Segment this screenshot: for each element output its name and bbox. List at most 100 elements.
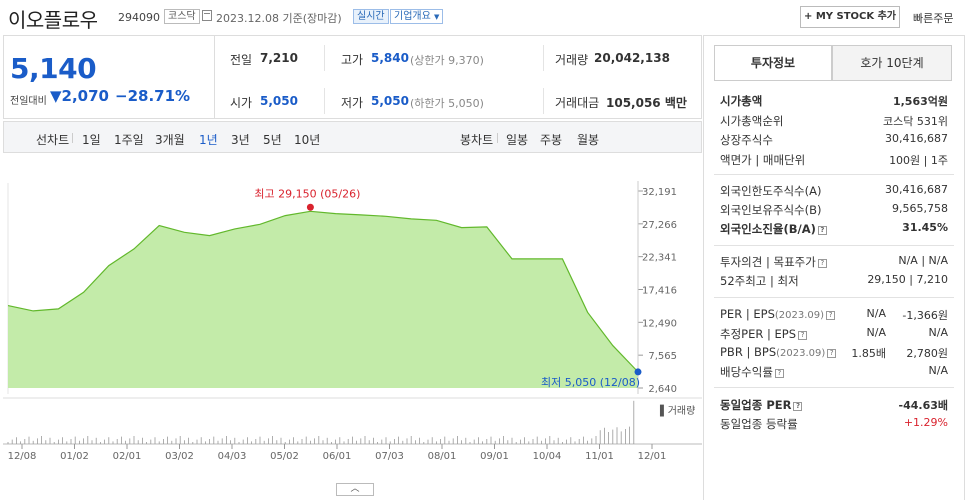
info-value: 100원 | 1주	[889, 153, 948, 167]
x-tick-label: 12/08	[8, 451, 37, 462]
info-label: 상장주식수	[720, 133, 773, 147]
period-3y[interactable]: 3년	[231, 133, 250, 147]
info-label: 추정PER | EPS?	[720, 326, 808, 342]
help-icon[interactable]: ?	[793, 402, 803, 411]
period-1d[interactable]: 1일	[82, 133, 101, 147]
info-label: 외국인소진율(B/A)?	[720, 221, 827, 237]
info-row: 추정PER | EPS? N/A N/A	[720, 326, 948, 345]
info-value: -44.63배	[898, 399, 948, 412]
divider	[497, 133, 498, 143]
info-label: 외국인보유주식수(B)	[720, 203, 822, 217]
info-value: -1,366원	[902, 309, 948, 322]
info-row: 시가총액 1,563억원	[720, 93, 948, 112]
info-row: 52주최고 | 최저 29,150 | 7,210	[720, 273, 948, 292]
period-1w[interactable]: 1주일	[114, 133, 144, 147]
company-info-label: 기업개요	[394, 11, 431, 22]
price-chart: 32,191 27,266 22,341 17,416 12,490 7,565 2,640…	[3, 181, 702, 462]
candle-daily[interactable]: 일봉	[506, 133, 529, 147]
info-value: 30,416,687	[885, 183, 948, 196]
help-icon[interactable]: ?	[798, 331, 808, 340]
info-row: 액면가 | 매매단위 100원 | 1주	[720, 152, 948, 171]
low-label: 최저 5,050 (12/08)	[541, 376, 640, 389]
change-value: ▼2,070	[50, 87, 109, 105]
period-1y[interactable]: 1년	[199, 133, 218, 147]
price-panel	[3, 35, 214, 119]
help-icon[interactable]: ?	[827, 349, 837, 358]
y-tick-label: 7,565	[648, 351, 677, 362]
high-value: 5,840	[371, 51, 409, 65]
low-label: 저가	[341, 96, 364, 110]
open-label: 시가	[230, 96, 253, 110]
realtime-button[interactable]: 실시간	[353, 9, 389, 24]
x-tick-label: 11/01	[585, 451, 614, 462]
info-mid-value: N/A	[866, 307, 886, 320]
low-marker	[634, 368, 642, 376]
help-icon[interactable]: ?	[817, 226, 827, 235]
line-chart-label: 선차트	[36, 133, 70, 147]
collapse-button[interactable]: ︿	[336, 483, 374, 496]
help-icon[interactable]: ?	[817, 259, 827, 268]
period-3m[interactable]: 3개월	[155, 133, 185, 147]
tab-investment-info[interactable]: 투자정보	[714, 45, 832, 81]
tab-orderbook[interactable]: 호가 10단계	[832, 45, 952, 81]
divider	[714, 245, 954, 246]
help-icon[interactable]: ?	[774, 369, 784, 378]
info-value: 31.45%	[902, 221, 948, 234]
x-tick-label: 10/04	[533, 451, 562, 462]
open-value: 5,050	[260, 94, 298, 108]
x-tick-label: 03/02	[165, 451, 194, 462]
info-value: 29,150 | 7,210	[867, 273, 948, 286]
upper-limit: (상한가 9,370)	[410, 54, 484, 67]
quick-order-link[interactable]: 빠른주문	[913, 12, 954, 25]
base-date: 2023.12.08 기준(장마감)	[216, 12, 342, 25]
divider	[714, 297, 954, 298]
calendar-icon	[202, 10, 212, 21]
divider	[543, 45, 544, 71]
change-percent: −28.71%	[115, 87, 191, 105]
info-label: 동일업종 PER?	[720, 397, 803, 413]
info-label: 외국인한도주식수(A)	[720, 184, 822, 198]
info-mid-value: 1.85배	[851, 347, 886, 360]
low-value: 5,050	[371, 94, 409, 108]
y-tick-label: 27,266	[642, 220, 677, 231]
volume-label: ▌거래량	[659, 404, 695, 417]
period-5y[interactable]: 5년	[263, 133, 282, 147]
company-info-button[interactable]: 기업개요 ▼	[390, 9, 444, 24]
info-label: 투자의견 | 목표주가?	[720, 254, 827, 270]
period-10y[interactable]: 10년	[294, 133, 321, 147]
info-label: PER | EPS(2023.09)?	[720, 307, 836, 321]
volume-label: 거래량	[555, 53, 589, 67]
prev-close-value: 7,210	[260, 51, 298, 65]
stock-code: 294090	[118, 11, 160, 24]
x-tick-label: 06/01	[323, 451, 352, 462]
help-icon[interactable]: ?	[826, 311, 836, 320]
stock-name: 이오플로우	[8, 8, 98, 32]
volume-value: 20,042,138	[594, 51, 670, 65]
info-row: 시가총액순위 코스닥 531위	[720, 113, 948, 132]
info-label: 배당수익률?	[720, 364, 784, 380]
y-tick-label: 2,640	[648, 384, 677, 395]
info-sub: (2023.09)	[774, 310, 825, 321]
high-label: 최고 29,150 (05/26)	[254, 187, 360, 200]
info-value: N/A | N/A	[898, 254, 948, 267]
divider	[72, 133, 73, 143]
divider	[543, 88, 544, 114]
info-row: PER | EPS(2023.09)? N/A -1,366원	[720, 307, 948, 326]
info-panel	[703, 35, 965, 500]
market-badge: 코스닥	[164, 9, 200, 24]
info-row: 동일업종 등락률 +1.29%	[720, 416, 948, 435]
candle-monthly[interactable]: 월봉	[577, 133, 600, 147]
info-row: 외국인소진율(B/A)? 31.45%	[720, 221, 948, 240]
info-label: 시가총액순위	[720, 113, 784, 128]
info-label: PBR | BPS(2023.09)?	[720, 345, 837, 359]
y-tick-label: 17,416	[642, 285, 677, 296]
prev-close-label: 전일	[230, 53, 253, 67]
candle-weekly[interactable]: 주봉	[540, 133, 563, 147]
info-value: 코스닥 531위	[883, 114, 948, 128]
lower-limit: (하한가 5,050)	[410, 97, 484, 110]
amount-value: 105,056 백만	[606, 96, 687, 110]
price-area	[8, 211, 638, 388]
add-mystock-button[interactable]: + MY STOCK 추가	[800, 6, 900, 28]
stats-panel	[214, 35, 702, 119]
info-value: N/A	[928, 326, 948, 339]
